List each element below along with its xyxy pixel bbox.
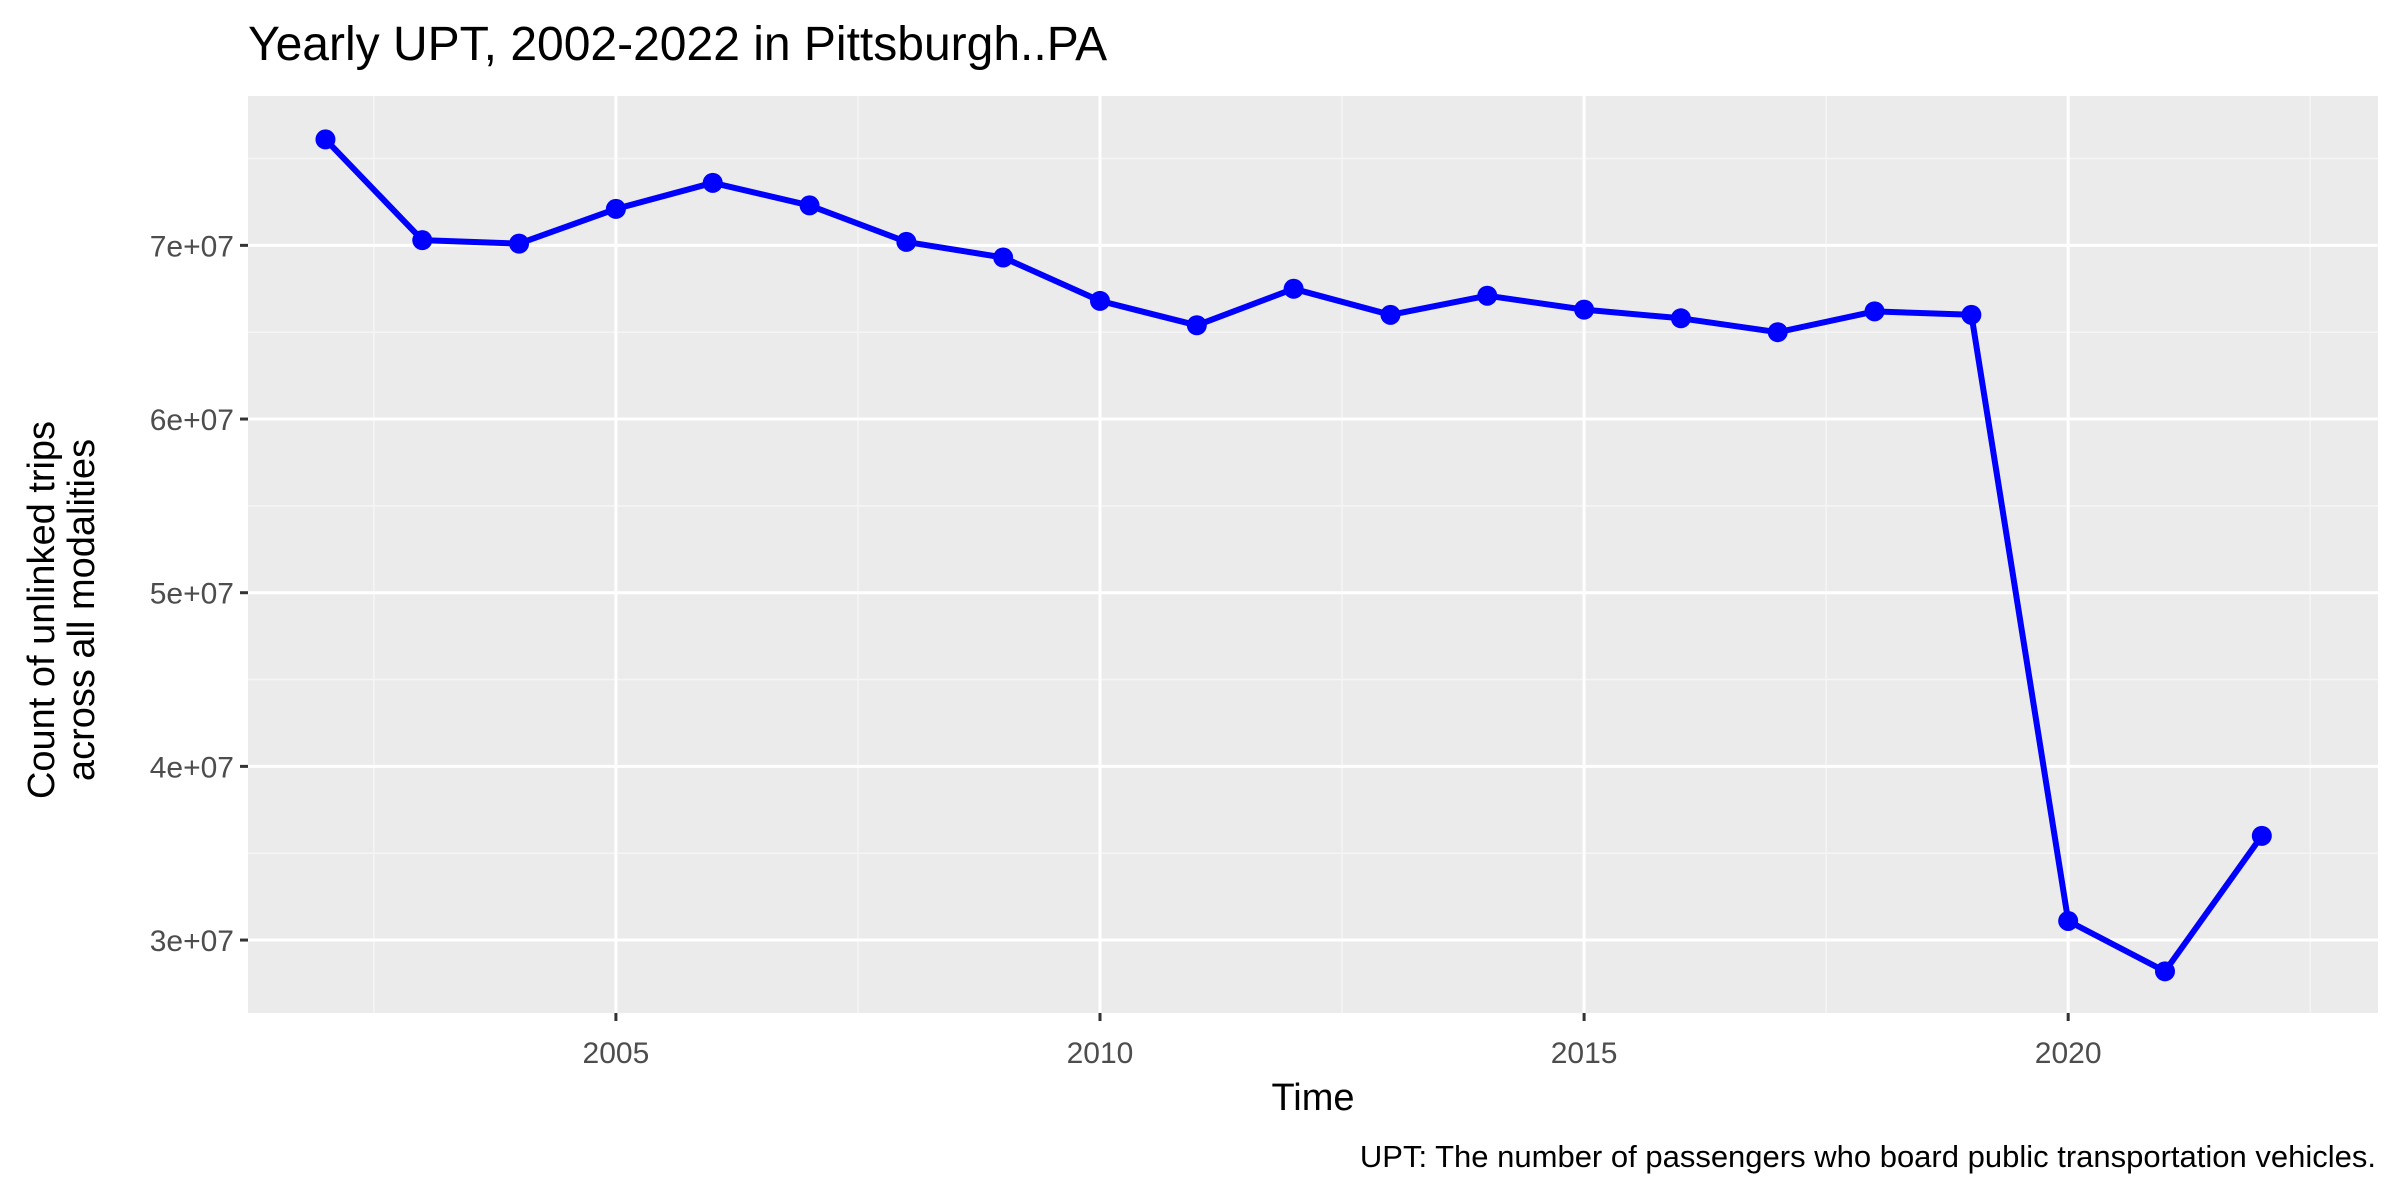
chart-caption: UPT: The number of passengers who board … — [1360, 1139, 2376, 1174]
data-point — [509, 233, 530, 254]
data-point — [1574, 299, 1595, 320]
y-axis-title-line-1: Count of unlinked trips — [21, 421, 63, 799]
x-tick-label: 2005 — [583, 1037, 650, 1070]
axis-ticks: 2005 2010 2015 2020 3e+07 4e+07 5e+07 6e+07 7e+0… — [150, 230, 2102, 1070]
data-point — [1477, 285, 1498, 306]
plot-panel — [248, 96, 2378, 1013]
data-point — [702, 172, 723, 193]
y-axis-title: Count of unlinked trips across all modal… — [21, 421, 103, 799]
y-tick-label: 3e+07 — [150, 925, 234, 958]
data-point — [993, 247, 1014, 268]
data-point — [1090, 290, 1110, 311]
y-tick-label: 5e+07 — [150, 578, 234, 611]
y-axis-title-line-2: across all modalities — [61, 439, 103, 781]
data-series — [315, 129, 2272, 982]
data-point — [412, 230, 433, 251]
data-point — [2155, 961, 2175, 982]
x-axis-title: Time — [1271, 1077, 1354, 1119]
x-tick-label: 2015 — [1551, 1037, 1618, 1070]
data-point — [799, 195, 820, 216]
data-point — [1961, 304, 1982, 325]
data-point — [1283, 278, 1304, 299]
y-tick-label: 7e+07 — [150, 230, 234, 263]
data-point — [2251, 825, 2272, 846]
data-point — [1380, 304, 1401, 325]
y-tick-label: 6e+07 — [150, 404, 234, 437]
x-tick-label: 2020 — [2035, 1037, 2102, 1070]
data-point — [1186, 315, 1207, 336]
grid-lines — [248, 96, 2378, 1013]
data-point — [896, 231, 917, 252]
data-point — [1767, 322, 1788, 343]
data-point — [1670, 308, 1691, 329]
data-point — [2058, 910, 2079, 931]
data-point — [1864, 301, 1885, 322]
chart-title: Yearly UPT, 2002-2022 in Pittsburgh..PA — [248, 18, 1107, 71]
data-point — [315, 129, 336, 150]
data-point — [605, 198, 626, 219]
x-tick-label: 2010 — [1067, 1037, 1134, 1070]
y-tick-label: 4e+07 — [150, 751, 234, 784]
